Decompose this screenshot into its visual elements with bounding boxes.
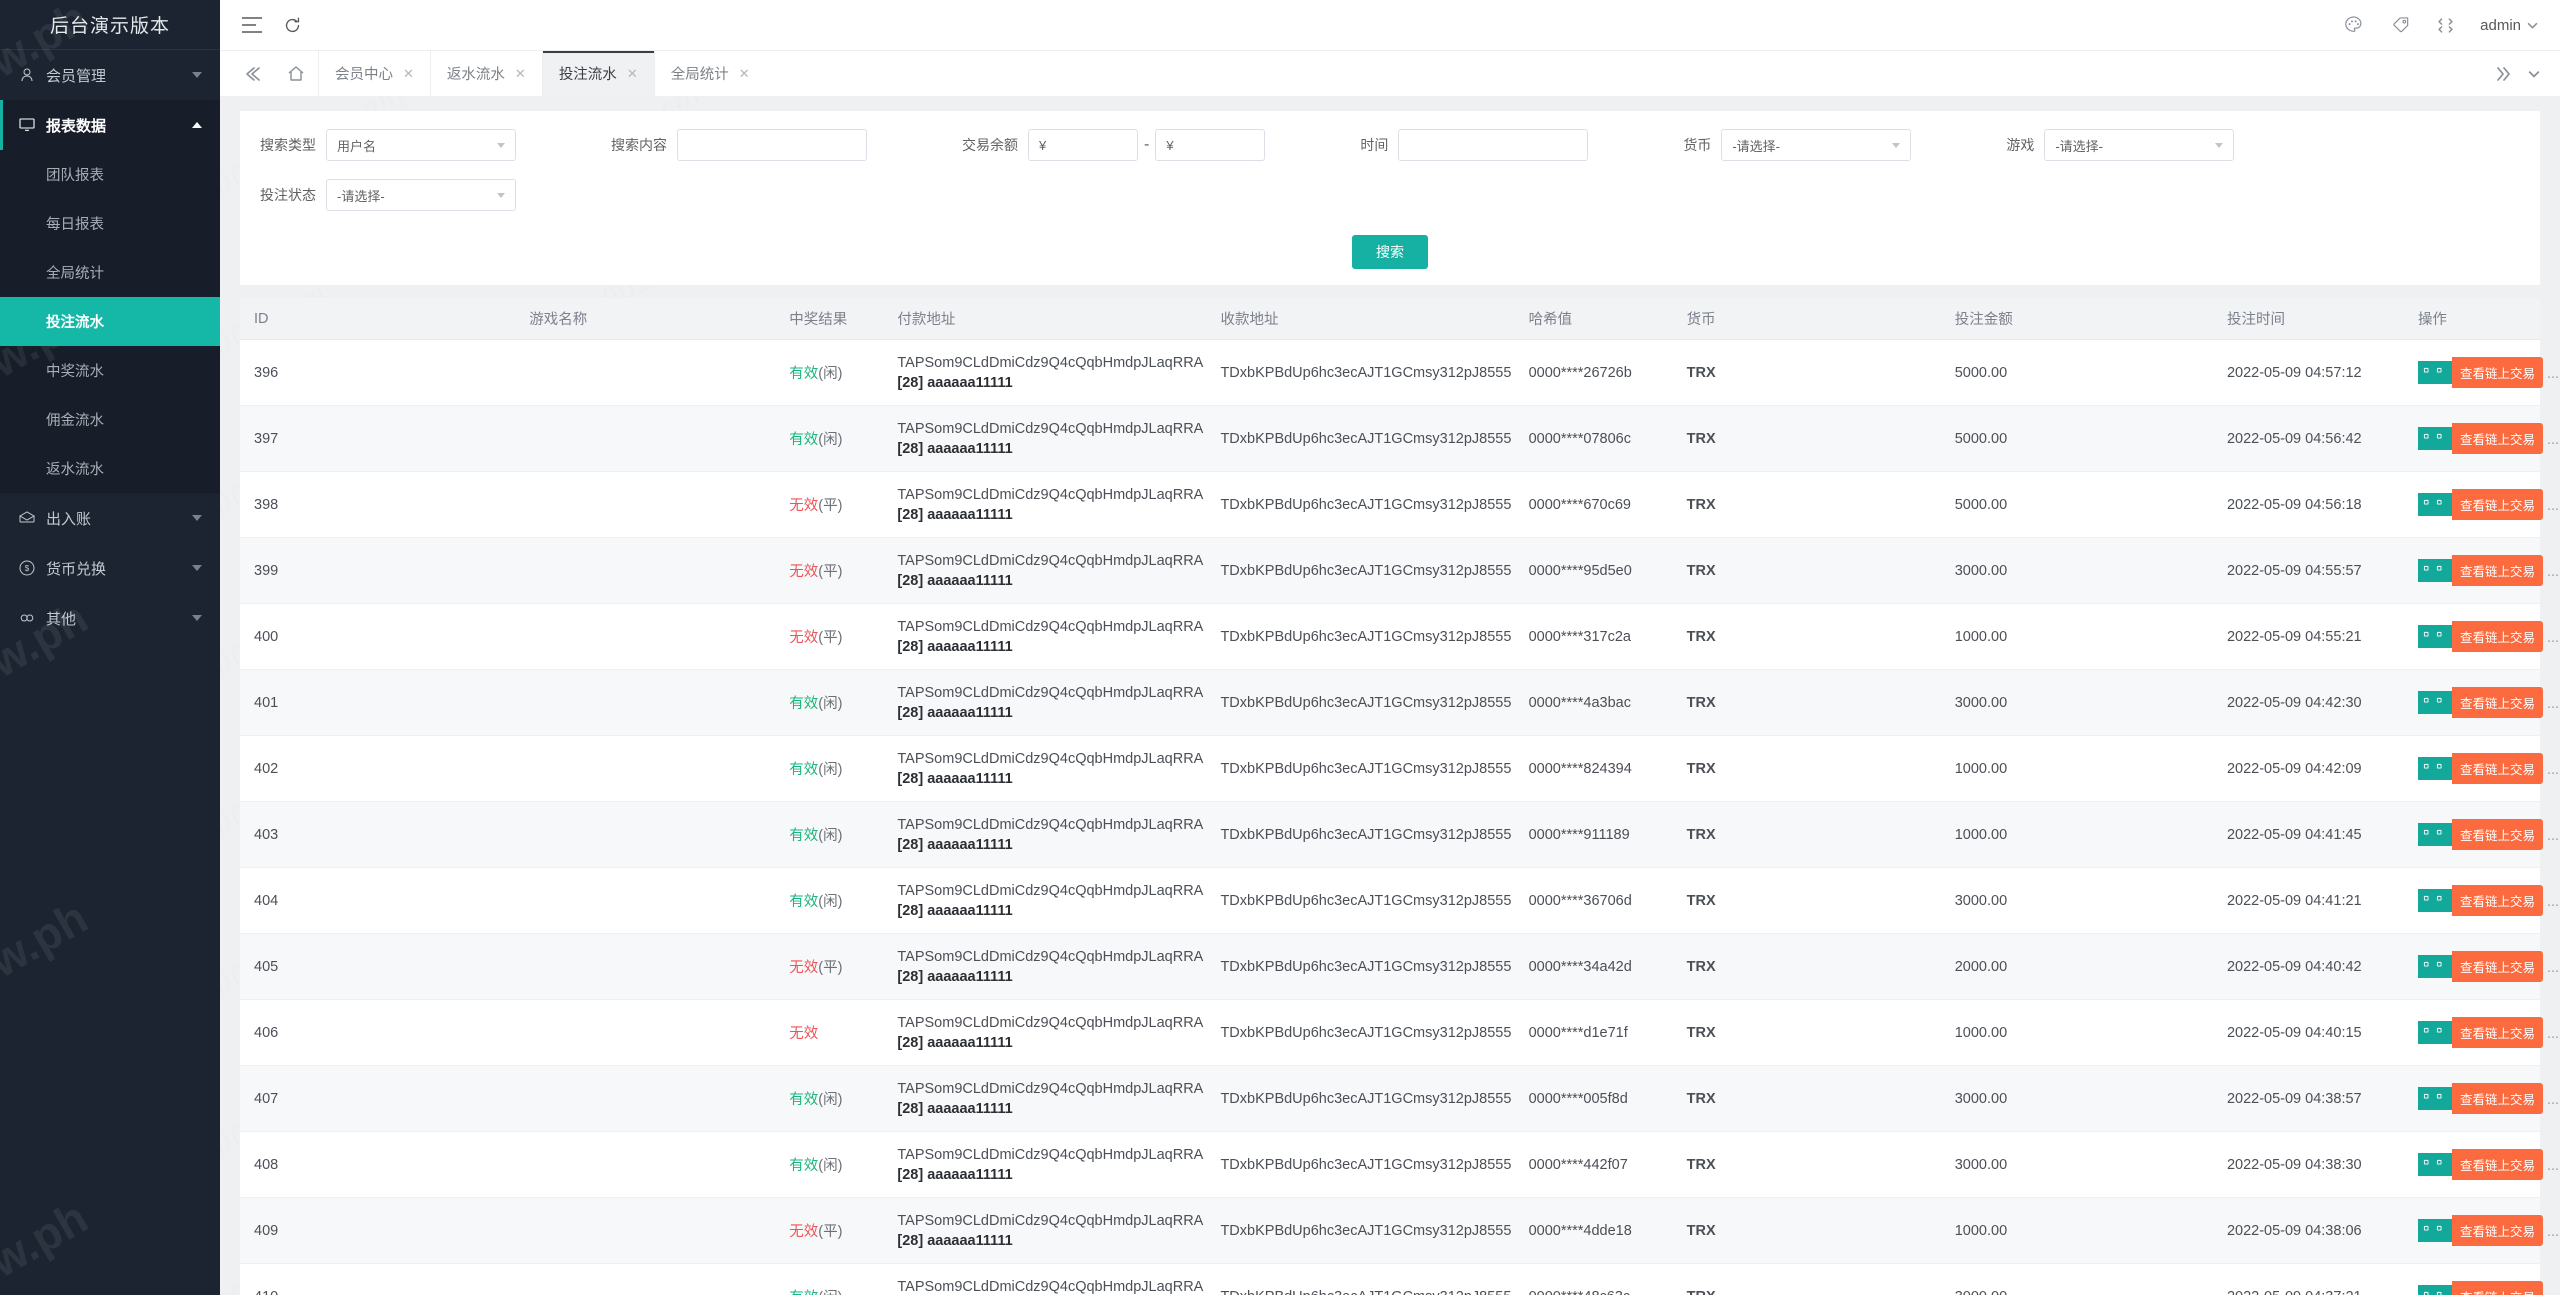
svg-text:$: $	[25, 564, 30, 573]
